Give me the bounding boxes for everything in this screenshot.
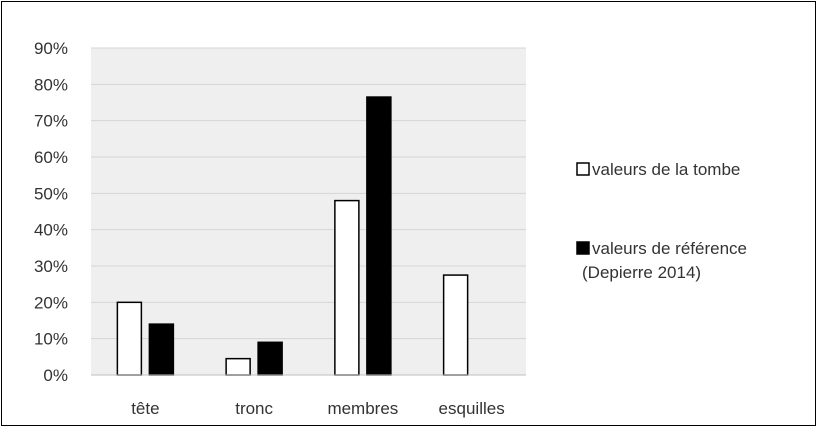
y-axis: 0% 10% 20% 30% 40% 50% 60% 70% 80% 90% xyxy=(34,39,68,385)
y-tick-label: 0% xyxy=(43,366,68,385)
bar xyxy=(442,274,469,376)
x-axis: tête tronc membres esquilles xyxy=(131,399,505,418)
bar xyxy=(334,199,360,376)
legend-swatch xyxy=(576,241,590,255)
legend-label: (Depierre 2014) xyxy=(582,263,701,282)
y-tick-label: 70% xyxy=(34,112,68,131)
bar xyxy=(366,96,392,376)
x-tick-label: membres xyxy=(327,399,398,418)
y-tick-label: 20% xyxy=(34,293,68,312)
gridlines xyxy=(91,47,526,340)
y-tick-label: 90% xyxy=(34,39,68,58)
x-tick-label: esquilles xyxy=(439,399,505,418)
y-tick-label: 60% xyxy=(34,148,68,167)
bar xyxy=(116,301,143,376)
y-tick-label: 80% xyxy=(34,75,68,94)
bar xyxy=(225,357,251,376)
y-tick-label: 40% xyxy=(34,221,68,240)
legend-swatch xyxy=(576,162,590,176)
legend: valeurs de la tombe valeurs de référence (… xyxy=(576,160,747,282)
legend-label: valeurs de référence xyxy=(592,239,747,258)
y-tick-label: 30% xyxy=(34,257,68,276)
y-tick-label: 10% xyxy=(34,330,68,349)
legend-label: valeurs de la tombe xyxy=(592,160,740,179)
bar xyxy=(257,341,283,376)
x-tick-label: tête xyxy=(131,399,159,418)
x-tick-label: tronc xyxy=(235,399,273,418)
y-tick-label: 50% xyxy=(34,184,68,203)
bar xyxy=(148,323,175,376)
